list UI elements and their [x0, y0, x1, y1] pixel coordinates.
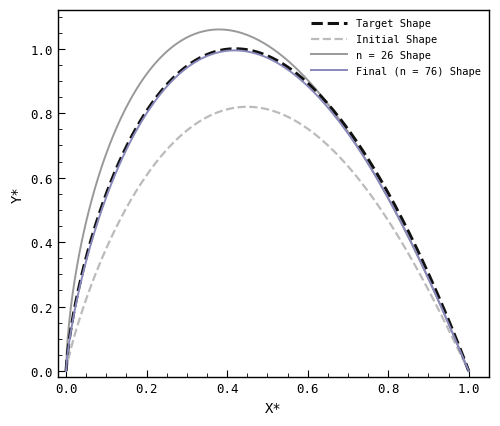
Legend: Target Shape, Initial Shape, n = 26 Shape, Final (n = 76) Shape: Target Shape, Initial Shape, n = 26 Shap…: [308, 16, 484, 80]
Y-axis label: Y*: Y*: [11, 186, 25, 203]
X-axis label: X*: X*: [265, 401, 282, 415]
